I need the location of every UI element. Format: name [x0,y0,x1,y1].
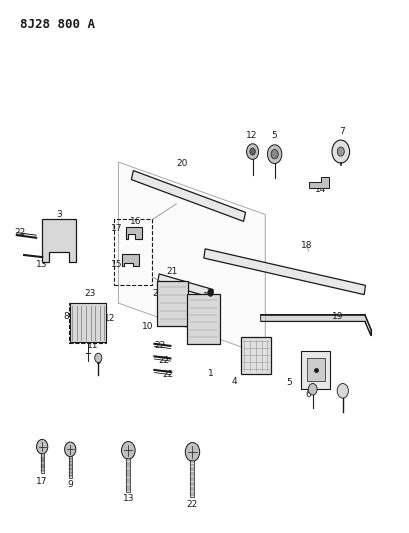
Text: 13: 13 [36,261,48,270]
Text: 17: 17 [36,477,48,486]
Text: 19: 19 [332,312,343,321]
Circle shape [65,442,76,457]
Polygon shape [122,254,139,266]
Text: 12: 12 [104,314,115,323]
Text: 10: 10 [142,322,153,331]
Circle shape [185,442,200,462]
Text: 21: 21 [167,267,178,276]
Circle shape [271,149,278,159]
Text: 9: 9 [95,357,101,366]
Circle shape [267,145,282,164]
Bar [40,453,44,473]
Bar [115,220,153,285]
Text: 16: 16 [130,217,141,226]
Circle shape [332,140,350,163]
Polygon shape [118,162,265,356]
Bar [307,358,325,382]
Circle shape [247,144,258,159]
Circle shape [94,353,102,362]
Text: 13: 13 [123,495,134,504]
Bar [70,303,106,342]
Polygon shape [158,274,213,298]
Polygon shape [261,314,371,335]
Text: 22: 22 [187,499,198,508]
Polygon shape [204,249,366,295]
Text: 17: 17 [110,224,122,233]
FancyBboxPatch shape [187,294,220,344]
Polygon shape [126,227,142,239]
Text: 9: 9 [67,480,73,489]
Text: 5: 5 [286,378,292,387]
Bar [69,456,72,478]
Text: 8: 8 [63,312,69,321]
Bar [70,303,106,343]
Text: 8J28 800 A: 8J28 800 A [20,19,95,31]
Text: 4: 4 [232,377,237,386]
Text: 22: 22 [14,228,26,237]
Circle shape [208,289,213,296]
Text: 2: 2 [153,289,158,298]
Text: 11: 11 [87,342,98,350]
Text: 12: 12 [246,132,258,140]
Text: 18: 18 [301,241,312,250]
Circle shape [121,441,135,459]
Polygon shape [309,176,329,188]
Text: 22: 22 [154,342,165,350]
Text: 22: 22 [163,370,174,379]
Text: 14: 14 [315,185,326,193]
Text: 7: 7 [339,127,345,136]
Text: 23: 23 [85,289,96,298]
Text: 20: 20 [177,159,188,167]
Circle shape [36,439,48,454]
Polygon shape [131,171,245,221]
Circle shape [337,147,344,156]
Circle shape [250,148,255,155]
Text: 14: 14 [203,292,214,301]
FancyBboxPatch shape [157,280,189,326]
Text: 15: 15 [111,261,123,270]
Bar [191,461,194,497]
Text: 22: 22 [159,356,170,365]
Text: 7: 7 [338,390,344,399]
FancyBboxPatch shape [301,351,330,389]
Bar [126,458,130,492]
Text: 3: 3 [56,210,62,219]
Bar [240,337,271,374]
Text: 6: 6 [306,390,312,399]
Text: 5: 5 [271,132,277,140]
Circle shape [337,384,348,398]
Text: 1: 1 [208,369,213,378]
Circle shape [308,384,317,395]
Polygon shape [42,220,76,262]
